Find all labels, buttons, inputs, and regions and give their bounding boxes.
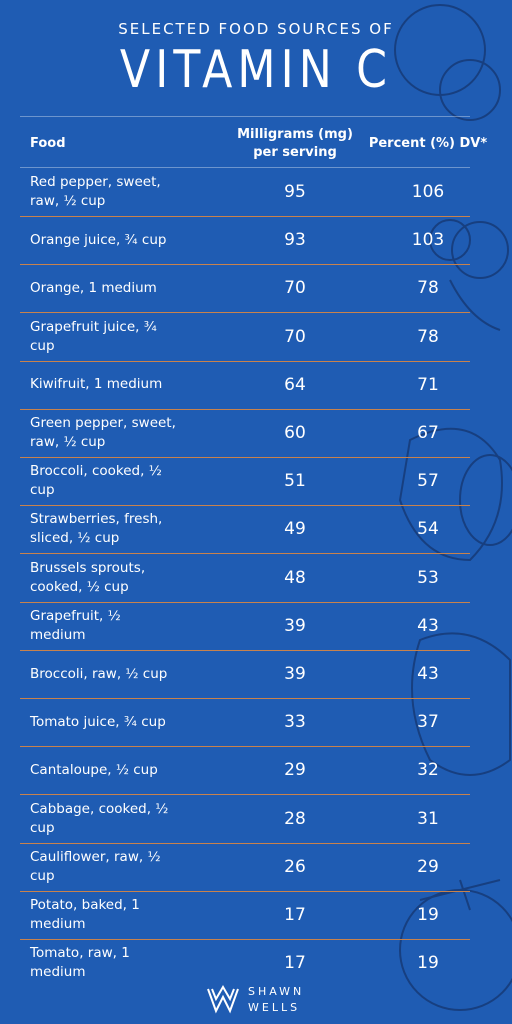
title: VITAMIN C <box>119 40 393 100</box>
supertitle: SELECTED FOOD SOURCES OF <box>118 20 394 38</box>
mg-cell: 33 <box>284 712 306 733</box>
table-row: Strawberries, fresh, sliced, ½ cup 49 54 <box>20 505 470 555</box>
food-cell: Tomato juice, ¾ cup <box>30 713 166 730</box>
table-row: Brussels sprouts, cooked, ½ cup 48 53 <box>20 554 470 603</box>
table-row: Tomato, raw, 1 medium 17 19 <box>20 939 470 987</box>
table-row: Cantaloupe, ½ cup 29 32 <box>20 746 470 796</box>
food-cell: Broccoli, raw, ½ cup <box>30 665 168 682</box>
food-cell: Cabbage, cooked, ½ cup <box>30 800 169 836</box>
table-row: Cabbage, cooked, ½ cup 28 31 <box>20 795 470 844</box>
mg-cell: 70 <box>284 278 306 299</box>
mg-cell: 17 <box>284 905 306 925</box>
dv-cell: 43 <box>417 615 439 636</box>
dv-cell: 31 <box>417 808 439 829</box>
food-cell: Potato, baked, 1 medium <box>30 897 140 932</box>
mg-cell: 39 <box>284 664 306 684</box>
mg-cell: 60 <box>284 423 306 443</box>
dv-cell: 53 <box>417 567 439 588</box>
table-row: Green pepper, sweet, raw, ½ cup 60 67 <box>20 409 470 458</box>
mg-cell: 95 <box>284 182 306 202</box>
food-cell: Red pepper, sweet, raw, ½ cup <box>30 174 161 209</box>
column-header: Milligrams (mg) per serving <box>237 127 353 160</box>
brand-line: SHAWN <box>248 985 305 998</box>
dv-cell: 103 <box>411 230 445 251</box>
dv-cell: 106 <box>411 182 445 202</box>
table-row: Red pepper, sweet, raw, ½ cup 95 106 <box>20 168 470 217</box>
dv-cell: 37 <box>417 712 439 733</box>
table-row: Tomato juice, ¾ cup 33 37 <box>20 698 470 748</box>
dv-cell: 19 <box>417 953 439 974</box>
dv-cell: 32 <box>417 760 439 781</box>
brand-logo <box>207 985 239 1014</box>
table-row: Kiwifruit, 1 medium 64 71 <box>20 361 470 410</box>
food-cell: Kiwifruit, 1 medium <box>30 376 163 393</box>
mg-cell: 49 <box>284 519 306 540</box>
food-cell: Orange juice, ¾ cup <box>30 231 167 248</box>
dv-cell: 29 <box>417 856 439 877</box>
dv-cell: 19 <box>417 905 439 925</box>
food-cell: Grapefruit juice, ¾ cup <box>30 318 157 354</box>
food-cell: Grapefruit, ½ medium <box>30 607 121 643</box>
food-cell: Strawberries, fresh, sliced, ½ cup <box>30 511 163 547</box>
food-cell: Cantaloupe, ½ cup <box>30 761 158 778</box>
food-cell: Broccoli, cooked, ½ cup <box>30 463 162 499</box>
divider <box>20 167 470 168</box>
mg-cell: 29 <box>284 760 306 781</box>
dv-cell: 78 <box>417 326 439 347</box>
table-row: Cauliflower, raw, ½ cup 26 29 <box>20 843 470 892</box>
column-header: Food <box>30 136 66 151</box>
mg-cell: 93 <box>284 230 306 251</box>
table-row: Broccoli, raw, ½ cup 39 43 <box>20 650 470 699</box>
dv-cell: 67 <box>417 423 439 443</box>
mg-cell: 51 <box>284 471 306 492</box>
table-row: Orange juice, ¾ cup 93 103 <box>20 216 470 266</box>
table-row: Grapefruit, ½ medium 39 43 <box>20 602 470 651</box>
mg-cell: 17 <box>284 953 306 974</box>
brand-text: SHAWN WELLS <box>248 984 304 1016</box>
mg-cell: 48 <box>284 567 306 588</box>
table-row: Orange, 1 medium 70 78 <box>20 264 470 314</box>
mg-cell: 26 <box>284 856 306 877</box>
brand-line: WELLS <box>248 1001 301 1014</box>
food-cell: Brussels sprouts, cooked, ½ cup <box>30 559 146 595</box>
table-row: Grapefruit juice, ¾ cup 70 78 <box>20 313 470 362</box>
dv-cell: 54 <box>417 519 439 540</box>
mg-cell: 39 <box>284 615 306 636</box>
food-cell: Cauliflower, raw, ½ cup <box>30 848 161 884</box>
brand: SHAWN WELLS <box>206 984 304 1016</box>
mg-cell: 64 <box>284 374 306 395</box>
dv-cell: 71 <box>417 374 439 395</box>
dv-cell: 78 <box>417 278 439 299</box>
dv-cell: 43 <box>417 664 439 684</box>
food-cell: Tomato, raw, 1 medium <box>30 945 130 981</box>
food-cell: Orange, 1 medium <box>30 279 157 296</box>
mg-cell: 70 <box>284 326 306 347</box>
food-cell: Green pepper, sweet, raw, ½ cup <box>30 415 176 450</box>
table-row: Broccoli, cooked, ½ cup 51 57 <box>20 457 470 507</box>
dv-cell: 57 <box>417 471 439 492</box>
column-header: Percent (%) DV* <box>368 136 488 151</box>
table-row: Potato, baked, 1 medium 17 19 <box>20 891 470 940</box>
divider <box>20 116 470 117</box>
mg-cell: 28 <box>284 808 306 829</box>
